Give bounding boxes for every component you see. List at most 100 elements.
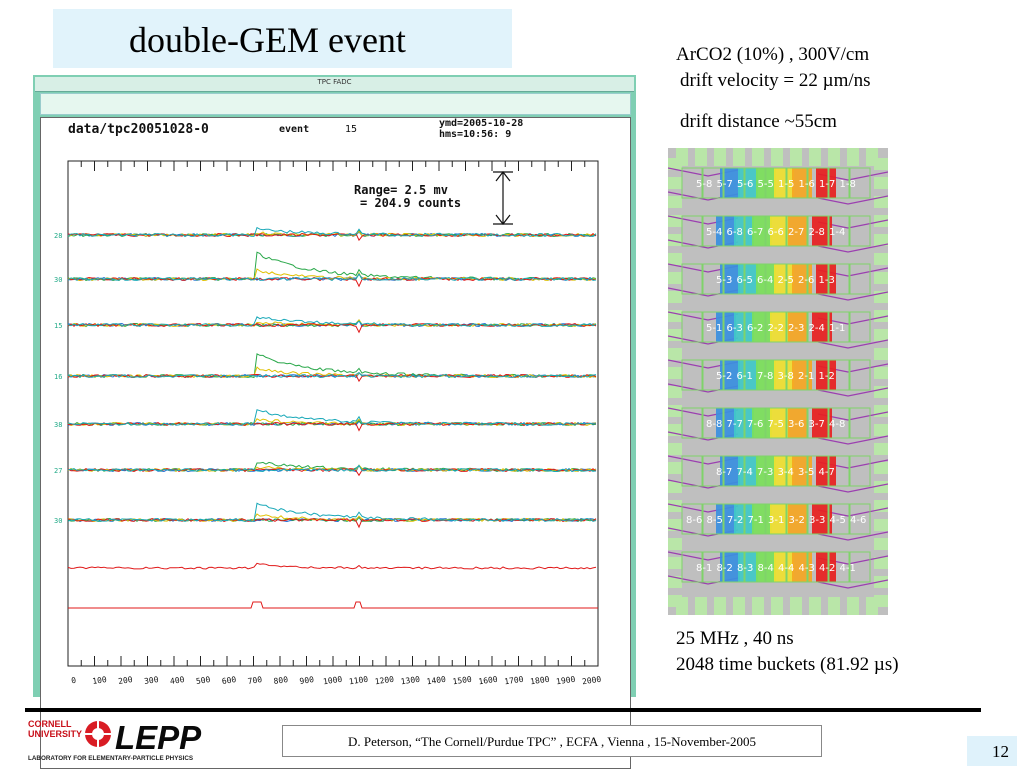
channel-label: 16 [54,373,62,381]
trace-line [67,316,597,328]
event-label: event [279,124,309,135]
pad-outline [744,455,766,487]
pad-trace [817,291,888,301]
logo-cornell: CORNELL [28,719,72,729]
pad-label: 7-7 [726,419,743,430]
pad-outline [807,215,829,247]
date-label: ymd=2005-10-28 [439,118,523,129]
slide-title-box: double-GEM event [53,9,512,68]
pad-label: 4-3 [798,563,815,574]
pad-outline [681,167,703,199]
pad-outline [744,503,766,535]
edge-pad [866,148,878,166]
pad-outline [828,359,850,391]
pad-hit-cell [816,456,836,486]
trace-line [67,371,597,379]
pad-label: 6-8 [726,227,743,238]
edge-pad [874,196,888,208]
pad-label: 8-7 [716,467,733,478]
edge-pad [668,234,682,246]
pad-label: 2-1 [798,371,815,382]
pad-hit-cell [738,360,758,390]
edge-pad [874,234,888,246]
pad-label: 4-2 [819,563,836,574]
scope-titlebar[interactable]: TPC FADC [35,77,634,92]
trace-line [67,562,597,570]
pad-label: 8-2 [716,563,733,574]
trace-line [67,464,597,473]
pad-trace [817,531,888,541]
pad-label: 8-8 [706,419,723,430]
pad-hit-cell [720,264,740,294]
pad-label: 4-8 [829,419,846,430]
sampling-rate: 25 MHz , 40 ns [676,628,794,649]
trace-line [67,353,596,379]
pad-outline [702,551,724,583]
pad-outline [681,551,703,583]
pad-outline [723,455,745,487]
pad-label: 7-5 [767,419,784,430]
pad-label: 3-1 [768,515,785,526]
pad-outline [702,311,724,343]
edge-pad [874,348,888,360]
pad-outline [786,215,808,247]
edge-pad [874,462,888,474]
edge-pad [874,177,888,189]
edge-pad [668,253,682,265]
pad-hit-cell [788,504,808,534]
x-tick-label: 1900 [556,675,577,687]
x-tick-label: 200 [118,675,134,686]
x-tick-label: 600 [221,675,237,686]
edge-pad [874,329,888,341]
pad-outline [702,455,724,487]
pad-trace [817,243,888,253]
pad-hit-cell [812,216,832,246]
pad-outline [807,167,829,199]
pad-hit-cell [816,168,836,198]
pad-outline [744,215,766,247]
pad-outline [744,263,766,295]
fadc-scope-window: TPC FADC data/tpc20051028-0 event 15 ymd… [33,75,636,769]
pad-outline [849,263,871,295]
edge-pad [809,148,821,166]
pad-hit-cell [752,408,772,438]
edge-pad [668,519,682,531]
edge-pad [874,310,888,322]
pad-hit-cell [770,216,790,246]
pad-label: 2-3 [788,323,805,334]
pad-hit-cell [752,312,772,342]
pad-label: 8-3 [737,563,754,574]
pad-label: 8-6 [686,515,703,526]
edge-pad [714,597,726,615]
pad-outline [723,263,745,295]
pad-outline [828,455,850,487]
edge-pad [676,597,688,615]
pad-outline [828,407,850,439]
x-tick-label: 100 [92,675,108,686]
channel-label: 27 [54,467,62,475]
edge-pad [790,148,802,166]
pad-outline [702,263,724,295]
edge-pad [874,253,888,265]
pad-label: 7-3 [757,467,774,478]
pad-outline [807,263,829,295]
fadc-plot-area: data/tpc20051028-0 event 15 ymd=2005-10-… [40,117,631,769]
x-tick-label: 1200 [374,675,395,687]
pad-label: 2-2 [767,323,784,334]
page-number-box: 12 [967,736,1017,766]
pad-hit-cell [812,312,832,342]
edge-pad [874,272,888,284]
pad-label: 3-4 [777,467,794,478]
pad-outline [702,503,724,535]
edge-pad [874,424,888,436]
pad-hit-cell [720,360,740,390]
pad-outline [681,359,703,391]
pad-outline [807,503,829,535]
pad-trace [817,483,888,493]
trace-line [67,502,597,522]
pad-trace [817,579,888,589]
x-tick-label: 0 [71,676,77,686]
edge-pad [668,443,682,455]
edge-pad [809,597,821,615]
pad-outline [765,311,787,343]
